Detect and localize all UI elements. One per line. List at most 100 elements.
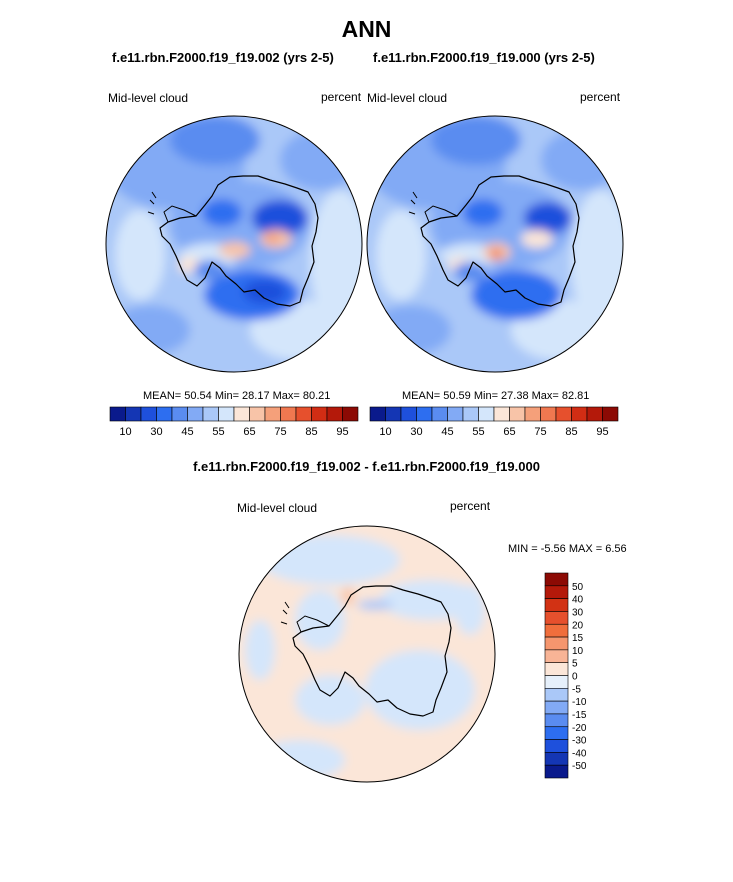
right-colorbar-swatch-15 xyxy=(602,406,619,422)
diff-colorbar-tick-label: -5 xyxy=(572,684,581,695)
right-colorbar-tick-label: 65 xyxy=(503,426,515,438)
diff-colorbar-swatch-13 xyxy=(544,739,569,753)
right-colorbar-tick-label: 75 xyxy=(534,426,546,438)
diff-colorbar-tick-label: 5 xyxy=(572,659,578,670)
left-antarctica-coastline xyxy=(159,175,319,307)
left-colorbar-swatch-4 xyxy=(171,406,188,422)
right-colorbar-swatch-1 xyxy=(385,406,402,422)
diff-colorbar-swatch-2 xyxy=(544,598,569,612)
diff-title: f.e11.rbn.F2000.f19_f19.002 - f.e11.rbn.… xyxy=(193,459,540,474)
diff-colorbar-tick-label: 20 xyxy=(572,620,584,631)
diff-colorbar-tick-label: -30 xyxy=(572,736,587,747)
diff-colorbar-tick-label: 30 xyxy=(572,607,584,618)
diff-map xyxy=(238,525,496,783)
diff-colorbar-swatch-11 xyxy=(544,713,569,728)
diff-colorbar-swatch-4 xyxy=(544,623,569,638)
diff-colorbar-tick-label: -10 xyxy=(572,697,587,708)
diff-tip-islands xyxy=(280,601,290,625)
diff-colorbar-swatch-8 xyxy=(544,675,569,689)
left-colorbar-swatch-1 xyxy=(125,406,142,422)
right-case-title: f.e11.rbn.F2000.f19_f19.000 (yrs 2-5) xyxy=(373,50,595,65)
diff-colorbar-swatch-12 xyxy=(544,726,569,740)
diff-colorbar-swatch-1 xyxy=(544,585,569,599)
right-colorbar-tick-label: 10 xyxy=(379,426,391,438)
diff-colorbar-swatch-6 xyxy=(544,649,569,663)
diff-colorbar-tick-label: -40 xyxy=(572,748,587,759)
diff-stats: MIN = -5.56 MAX = 6.56 xyxy=(508,543,627,555)
right-colorbar-swatch-5 xyxy=(447,406,464,422)
right-units-label: percent xyxy=(580,90,621,104)
left-colorbar-swatch-14 xyxy=(326,406,343,422)
diff-colorbar-swatch-10 xyxy=(544,700,569,715)
right-colorbar-tick-label: 95 xyxy=(596,426,608,438)
left-colorbar-swatch-15 xyxy=(342,406,359,422)
diff-map-border xyxy=(238,525,496,783)
right-variable-label: Mid-level cloud xyxy=(367,91,448,105)
right-colorbar-swatch-8 xyxy=(493,406,510,422)
diff-units-label: percent xyxy=(450,499,491,513)
left-colorbar-tick-label: 85 xyxy=(305,426,317,438)
right-colorbar-swatch-7 xyxy=(478,406,495,422)
right-tip-islands xyxy=(408,191,418,215)
right-colorbar-tick-label: 85 xyxy=(565,426,577,438)
diff-colorbar-tick-label: 40 xyxy=(572,595,584,606)
diff-colorbar-tick-label: -20 xyxy=(572,723,587,734)
left-colorbar-tick-label: 95 xyxy=(336,426,348,438)
diff-colorbar-swatch-15 xyxy=(544,764,569,779)
left-variable-label: Mid-level cloud xyxy=(108,91,189,105)
diff-colorbar-swatch-3 xyxy=(544,611,569,625)
left-colorbar-swatch-13 xyxy=(311,406,328,422)
left-stats: MEAN= 50.54 Min= 28.17 Max= 80.21 xyxy=(143,390,331,402)
page-title: ANN xyxy=(341,16,392,42)
diff-colorbar-tick-label: 15 xyxy=(572,633,584,644)
left-colorbar-tick-label: 65 xyxy=(243,426,255,438)
diff-peninsula-coast xyxy=(296,615,330,633)
diff-colorbar-swatch-14 xyxy=(544,752,569,766)
left-colorbar-tick-label: 30 xyxy=(150,426,162,438)
left-colorbar-swatch-10 xyxy=(264,406,281,422)
diff-colorbar-tick-label: -15 xyxy=(572,710,587,721)
diff-variable-label: Mid-level cloud xyxy=(237,501,318,515)
diff-colorbar-tick-label: -50 xyxy=(572,761,587,772)
left-colorbar-swatch-2 xyxy=(140,406,157,422)
right-colorbar-swatch-13 xyxy=(571,406,588,422)
left-colorbar-tick-label: 75 xyxy=(274,426,286,438)
left-colorbar-tick-label: 10 xyxy=(119,426,131,438)
left-colorbar-swatch-12 xyxy=(295,406,312,422)
right-colorbar-swatch-14 xyxy=(586,406,603,422)
left-case-title: f.e11.rbn.F2000.f19_f19.002 (yrs 2-5) xyxy=(112,50,334,65)
right-map-border xyxy=(366,115,624,373)
left-colorbar-tick-label: 45 xyxy=(181,426,193,438)
right-colorbar-swatch-3 xyxy=(416,406,433,422)
right-stats: MEAN= 50.59 Min= 27.38 Max= 82.81 xyxy=(402,390,590,402)
left-colorbar-swatch-3 xyxy=(156,406,173,422)
diff-colorbar-swatch-0 xyxy=(544,572,569,587)
left-colorbar-swatch-9 xyxy=(249,406,266,422)
right-peninsula-coast xyxy=(424,205,458,223)
left-colorbar-swatch-6 xyxy=(202,406,219,422)
left-colorbar-swatch-8 xyxy=(233,406,250,422)
diff-colorbar-tick-label: 50 xyxy=(572,582,584,593)
diff-colorbar-tick-label: 10 xyxy=(572,646,584,657)
right-colorbar-swatch-10 xyxy=(524,406,541,422)
diff-colorbar-swatch-7 xyxy=(544,662,569,676)
left-tip-islands xyxy=(147,191,157,215)
left-map-border xyxy=(105,115,363,373)
right-colorbar-swatch-4 xyxy=(431,406,448,422)
left-colorbar-tick-label: 55 xyxy=(212,426,224,438)
left-colorbar-swatch-0 xyxy=(109,406,126,422)
right-colorbar: 10 30 45 55 65 75 85 95 xyxy=(369,406,619,438)
left-map xyxy=(105,115,363,373)
diff-colorbar-swatch-5 xyxy=(544,636,569,651)
right-colorbar-swatch-0 xyxy=(369,406,386,422)
left-colorbar-swatch-5 xyxy=(187,406,204,422)
left-colorbar-swatch-11 xyxy=(280,406,297,422)
diff-antarctica-coastline xyxy=(292,585,452,717)
right-antarctica-coastline xyxy=(420,175,580,307)
right-colorbar-swatch-9 xyxy=(509,406,526,422)
right-colorbar-tick-label: 30 xyxy=(410,426,422,438)
right-colorbar-swatch-2 xyxy=(400,406,417,422)
right-colorbar-tick-label: 55 xyxy=(472,426,484,438)
